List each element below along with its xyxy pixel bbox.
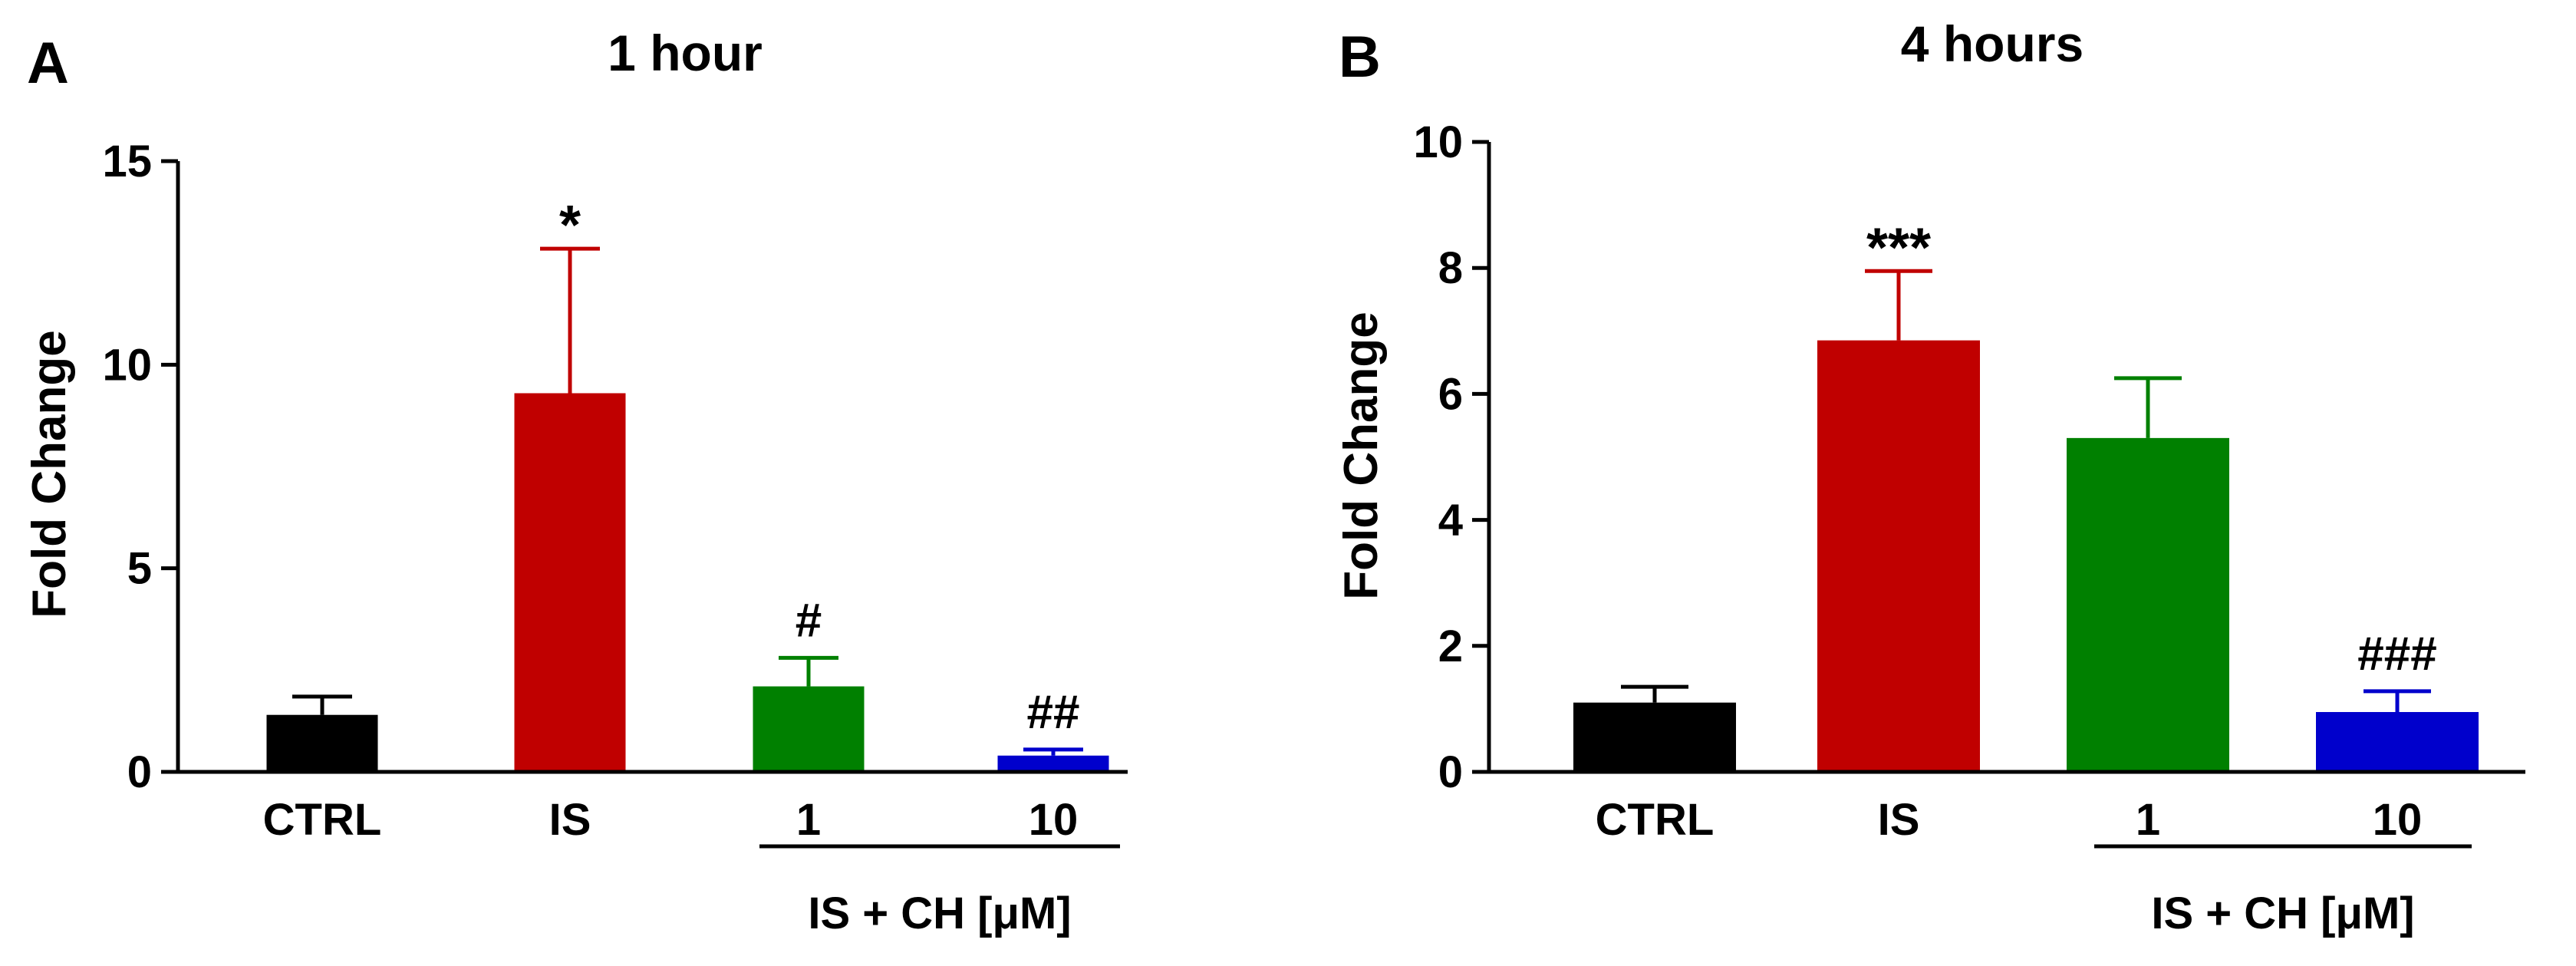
y-tick-label: 5	[127, 544, 152, 594]
significance-marker: ***	[1866, 217, 1931, 279]
y-tick-label: 10	[1413, 117, 1463, 167]
chart-title: 4 hours	[1901, 15, 2084, 72]
group-label: IS + CH [μM]	[2151, 889, 2414, 938]
x-tick-labels: CTRL IS 1 10	[1596, 795, 2423, 845]
panel-label: A	[27, 31, 69, 96]
y-axis-label: Fold Change	[1335, 312, 1388, 599]
x-tick-label: 10	[1029, 795, 1079, 845]
x-tick-label: IS	[1878, 795, 1920, 845]
y-axis-label: Fold Change	[23, 330, 76, 618]
x-tick-labels: CTRL IS 1 10	[263, 795, 1079, 845]
chart-title: 1 hour	[608, 25, 763, 81]
bar	[266, 714, 378, 772]
x-tick-label: IS	[549, 795, 591, 845]
x-tick-label: 10	[2373, 795, 2423, 845]
axes	[1487, 142, 2525, 774]
error-bars	[292, 246, 1083, 756]
group-label: IS + CH [μM]	[808, 889, 1071, 938]
y-tick-label: 2	[1438, 621, 1463, 671]
bar	[2067, 437, 2229, 772]
panel-a: A 1 hour Fold Change 0 5 10 15 CTRL IS 1 10 * #…	[23, 25, 1128, 938]
y-tick-label: 15	[102, 137, 152, 186]
significance-annotations: *###	[559, 195, 1080, 739]
panel-label: B	[1339, 25, 1381, 90]
bar	[1573, 702, 1736, 772]
significance-marker: ###	[2357, 628, 2436, 681]
bars	[266, 393, 1109, 772]
significance-annotations: *** ###	[1866, 217, 2437, 681]
y-tick-label: 6	[1438, 369, 1463, 419]
y-tick-label: 10	[102, 340, 152, 390]
error-bars	[1621, 269, 2431, 713]
axes	[176, 161, 1128, 774]
significance-marker: ##	[1027, 686, 1080, 739]
significance-marker: #	[796, 594, 822, 647]
bar	[1817, 340, 1980, 772]
bar	[514, 393, 626, 772]
y-tick-label: 0	[127, 747, 152, 797]
y-tick-label: 0	[1438, 747, 1463, 797]
y-tick-label: 4	[1438, 496, 1463, 546]
x-tick-label: 1	[2136, 795, 2160, 845]
bars	[1573, 340, 2479, 772]
y-tick-label: 8	[1438, 243, 1463, 293]
x-tick-label: 1	[796, 795, 821, 845]
significance-marker: *	[559, 195, 581, 256]
y-ticks: 0 5 10 15	[102, 137, 178, 797]
bar	[997, 755, 1109, 772]
y-ticks: 0 2 4 6 8 10	[1413, 117, 1489, 797]
bar	[2316, 712, 2479, 772]
x-tick-label: CTRL	[263, 795, 382, 845]
bar	[753, 686, 865, 772]
x-tick-label: CTRL	[1596, 795, 1715, 845]
